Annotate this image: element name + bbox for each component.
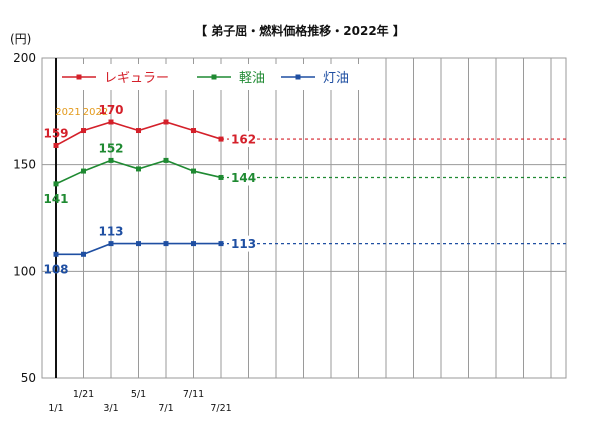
legend-swatch-marker bbox=[211, 74, 217, 80]
latest-value-label: 144 bbox=[231, 171, 256, 185]
y-tick-label: 50 bbox=[21, 371, 36, 385]
data-point bbox=[163, 119, 169, 125]
data-point bbox=[191, 168, 196, 174]
legend-swatch-marker bbox=[295, 74, 301, 80]
year-label: 2022 bbox=[83, 107, 108, 118]
legend-label: 軽油 bbox=[239, 71, 265, 86]
data-label: 152 bbox=[98, 141, 123, 155]
data-point bbox=[218, 241, 224, 247]
data-point bbox=[163, 157, 169, 163]
latest-value-label: 113 bbox=[231, 237, 256, 251]
legend-swatch-marker bbox=[76, 74, 82, 80]
data-point bbox=[218, 174, 224, 180]
x-tick-label: 5/1 bbox=[131, 389, 146, 400]
latest-label-bg bbox=[229, 131, 257, 148]
data-point bbox=[191, 128, 196, 134]
data-point bbox=[81, 128, 86, 134]
x-tick-label: 3/1 bbox=[103, 403, 118, 414]
data-point bbox=[108, 241, 114, 247]
data-label: 159 bbox=[43, 126, 68, 140]
x-tick-label: 7/21 bbox=[210, 403, 231, 414]
x-tick-label: 1/1 bbox=[48, 403, 63, 414]
data-point bbox=[136, 166, 141, 172]
latest-label-bg bbox=[229, 235, 257, 252]
data-point bbox=[136, 241, 141, 247]
y-tick-label: 150 bbox=[13, 158, 36, 172]
x-tick-label: 7/1 bbox=[158, 403, 173, 414]
data-point bbox=[108, 157, 114, 163]
data-label: 108 bbox=[43, 262, 68, 276]
legend-label: レギュラー bbox=[104, 71, 169, 86]
data-point bbox=[81, 251, 86, 257]
data-label: 113 bbox=[98, 225, 123, 239]
y-tick-label: 100 bbox=[13, 264, 36, 278]
data-point bbox=[53, 142, 59, 148]
data-point bbox=[136, 128, 141, 134]
data-point bbox=[218, 136, 224, 142]
latest-label-bg bbox=[229, 169, 257, 186]
data-point bbox=[191, 241, 196, 247]
data-point bbox=[163, 241, 169, 247]
x-tick-label: 1/21 bbox=[73, 389, 94, 400]
y-tick-label: 200 bbox=[13, 51, 36, 65]
data-point bbox=[108, 119, 114, 125]
y-unit-label: (円) bbox=[10, 32, 31, 46]
data-point bbox=[53, 181, 59, 187]
data-point bbox=[53, 251, 59, 257]
year-label: 2021 bbox=[55, 107, 80, 118]
data-label: 141 bbox=[43, 192, 68, 206]
x-tick-label: 7/11 bbox=[183, 389, 204, 400]
latest-value-label: 162 bbox=[231, 133, 256, 147]
legend-label: 灯油 bbox=[323, 71, 349, 86]
data-label: 170 bbox=[98, 103, 123, 117]
chart-title: 【 弟子屈・燃料価格推移・2022年 】 bbox=[195, 24, 405, 38]
data-point bbox=[81, 168, 86, 174]
